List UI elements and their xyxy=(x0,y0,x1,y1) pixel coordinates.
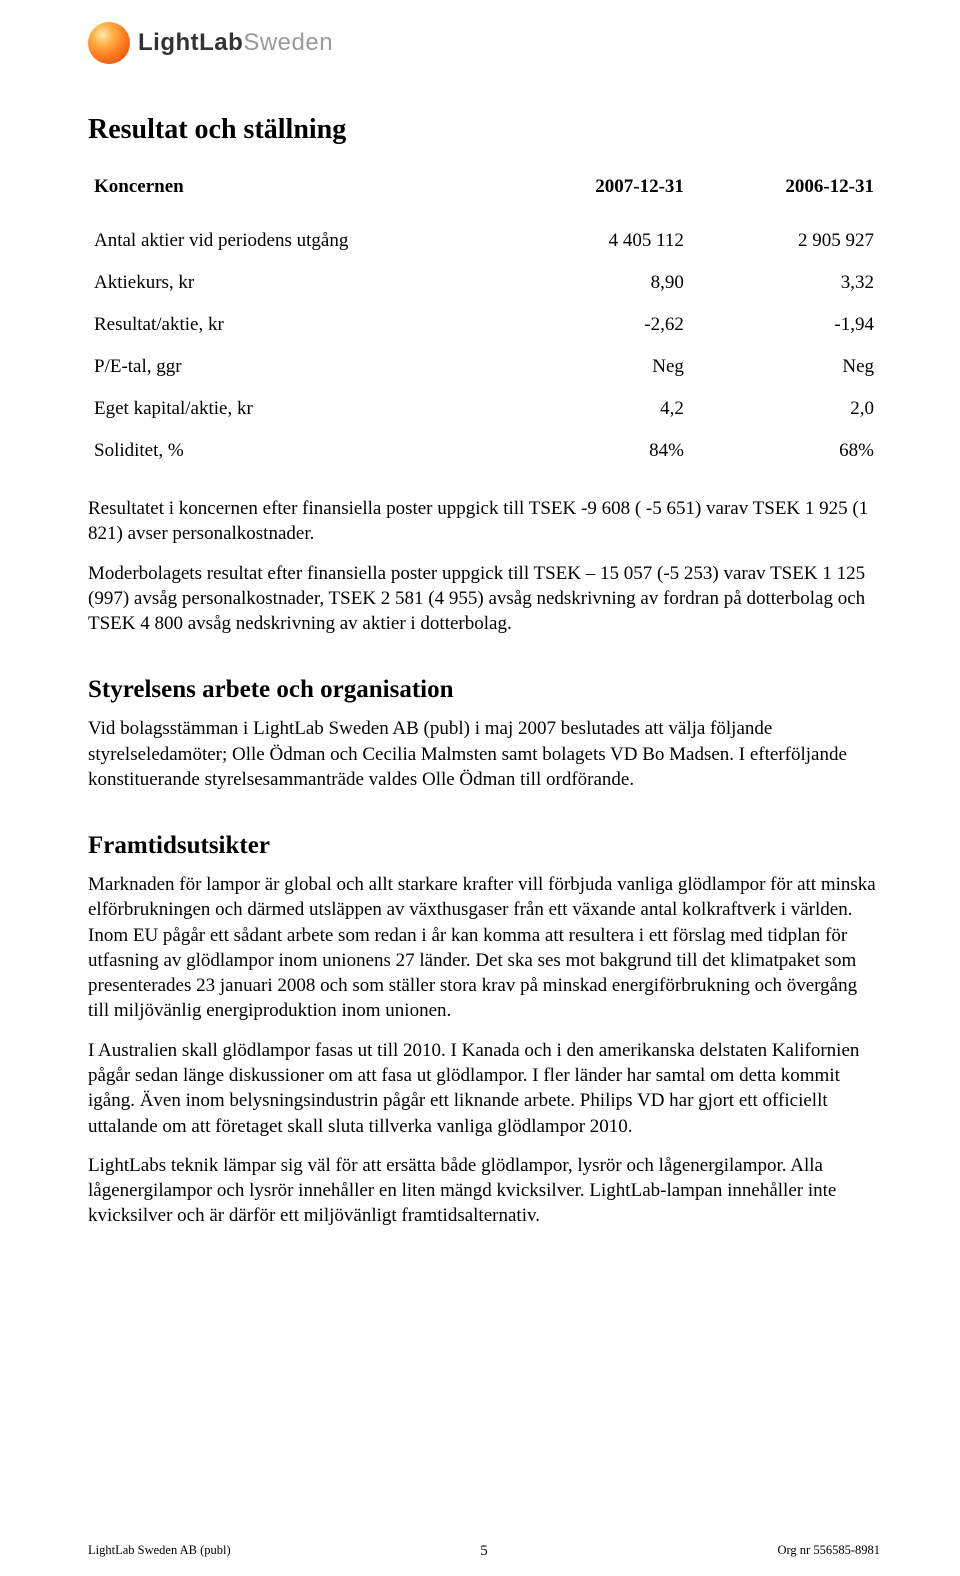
paragraph-outlook-1: Marknaden för lampor är global och allt … xyxy=(88,872,880,1024)
table-header-col2: 2006-12-31 xyxy=(690,172,880,220)
cell-v2: 2 905 927 xyxy=(690,220,880,262)
cell-v1: Neg xyxy=(500,346,690,388)
logo-bold: LightLab xyxy=(138,29,243,56)
cell-label: Antal aktier vid periodens utgång xyxy=(88,220,500,262)
cell-label: Soliditet, % xyxy=(88,430,500,472)
cell-label: P/E-tal, ggr xyxy=(88,346,500,388)
paragraph-result-concern: Resultatet i koncernen efter finansiella… xyxy=(88,496,880,547)
heading-board: Styrelsens arbete och organisation xyxy=(88,676,880,704)
cell-v2: Neg xyxy=(690,346,880,388)
footer-page-number: 5 xyxy=(480,1543,488,1560)
table-header-row: Koncernen 2007-12-31 2006-12-31 xyxy=(88,172,880,220)
cell-label: Resultat/aktie, kr xyxy=(88,304,500,346)
paragraph-board: Vid bolagsstämman i LightLab Sweden AB (… xyxy=(88,716,880,792)
table-row: Antal aktier vid periodens utgång 4 405 … xyxy=(88,220,880,262)
cell-v1: -2,62 xyxy=(500,304,690,346)
paragraph-result-parent: Moderbolagets resultat efter finansiella… xyxy=(88,561,880,637)
table-row: Resultat/aktie, kr -2,62 -1,94 xyxy=(88,304,880,346)
cell-v1: 8,90 xyxy=(500,262,690,304)
table-row: Soliditet, % 84% 68% xyxy=(88,430,880,472)
paragraph-outlook-2: I Australien skall glödlampor fasas ut t… xyxy=(88,1038,880,1139)
heading-outlook: Framtidsutsikter xyxy=(88,832,880,860)
cell-v2: 3,32 xyxy=(690,262,880,304)
cell-v1: 4,2 xyxy=(500,388,690,430)
cell-label: Aktiekurs, kr xyxy=(88,262,500,304)
cell-v2: 2,0 xyxy=(690,388,880,430)
page-title: Resultat och ställning xyxy=(88,114,880,146)
table-header-col1: 2007-12-31 xyxy=(500,172,690,220)
results-table: Koncernen 2007-12-31 2006-12-31 Antal ak… xyxy=(88,172,880,472)
paragraph-outlook-3: LightLabs teknik lämpar sig väl för att … xyxy=(88,1153,880,1229)
cell-v2: 68% xyxy=(690,430,880,472)
logo-orb-icon xyxy=(88,22,130,64)
cell-label: Eget kapital/aktie, kr xyxy=(88,388,500,430)
cell-v1: 4 405 112 xyxy=(500,220,690,262)
cell-v2: -1,94 xyxy=(690,304,880,346)
table-header-label: Koncernen xyxy=(88,172,500,220)
logo-light: Sweden xyxy=(243,29,333,56)
logo: LightLabSweden xyxy=(88,22,880,64)
logo-text: LightLabSweden xyxy=(138,29,333,57)
table-row: P/E-tal, ggr Neg Neg xyxy=(88,346,880,388)
table-row: Aktiekurs, kr 8,90 3,32 xyxy=(88,262,880,304)
page-footer: LightLab Sweden AB (publ) 5 Org nr 55658… xyxy=(88,1543,880,1558)
cell-v1: 84% xyxy=(500,430,690,472)
table-row: Eget kapital/aktie, kr 4,2 2,0 xyxy=(88,388,880,430)
footer-left: LightLab Sweden AB (publ) xyxy=(88,1543,231,1558)
footer-right: Org nr 556585-8981 xyxy=(777,1543,880,1558)
